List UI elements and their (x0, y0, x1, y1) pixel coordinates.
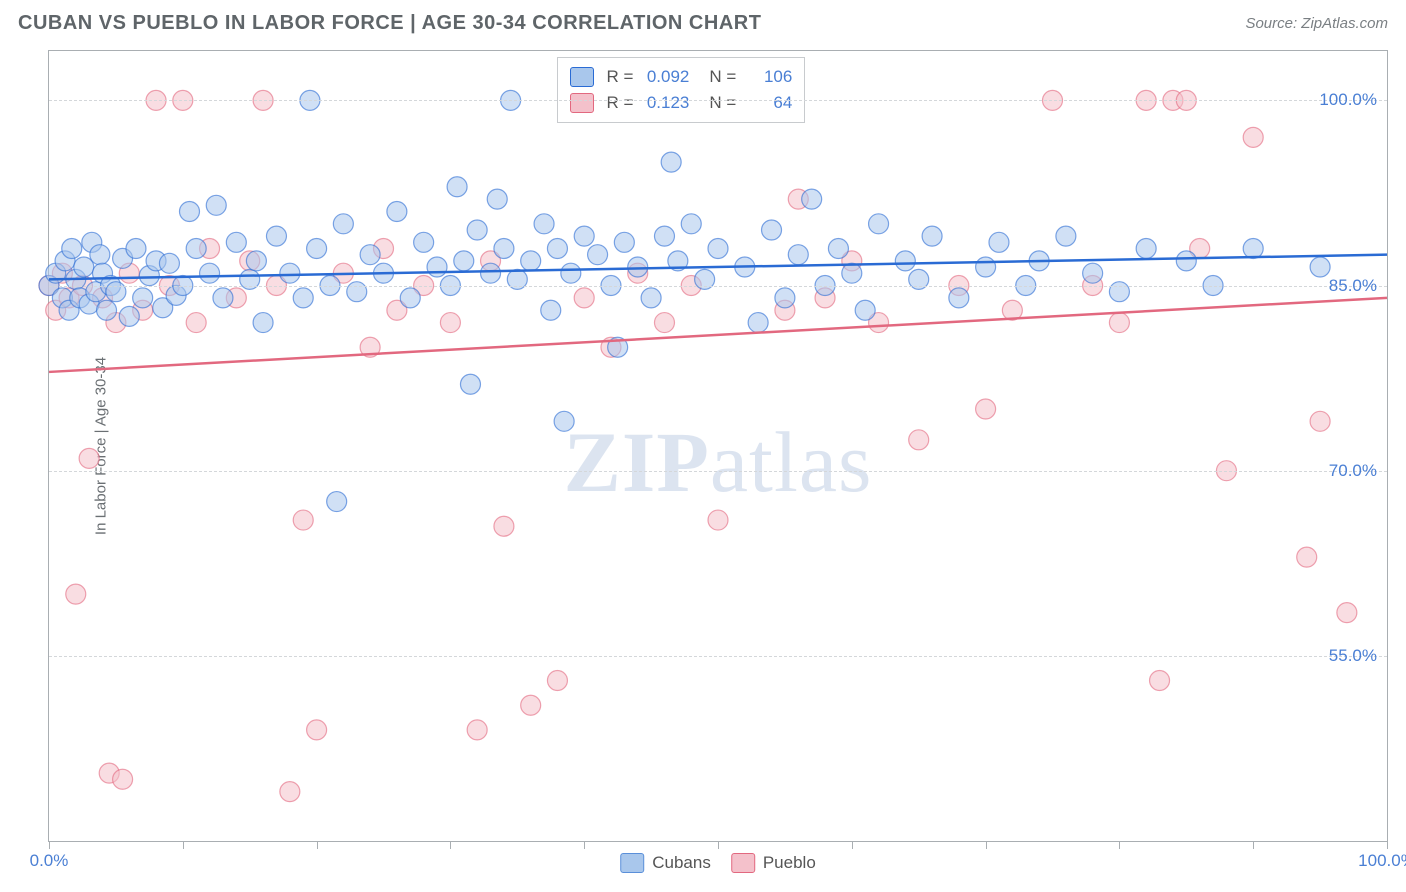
y-tick-label: 55.0% (1329, 646, 1377, 666)
legend-item: Pueblo (731, 853, 816, 873)
y-tick-label: 85.0% (1329, 276, 1377, 296)
chart-area: ZIPatlas R =0.092N =106R =0.123N =64 Cub… (48, 50, 1388, 842)
stats-legend: R =0.092N =106R =0.123N =64 (557, 57, 805, 123)
legend-stat-row: R =0.092N =106 (570, 64, 792, 90)
y-tick-label: 70.0% (1329, 461, 1377, 481)
legend-item: Cubans (620, 853, 711, 873)
legend-stat-row: R =0.123N =64 (570, 90, 792, 116)
source-label: Source: ZipAtlas.com (1245, 15, 1388, 32)
x-tick-label: 100.0% (1358, 851, 1406, 871)
series-legend: Cubans Pueblo (620, 853, 816, 873)
page-title: CUBAN VS PUEBLO IN LABOR FORCE | AGE 30-… (18, 12, 761, 35)
y-tick-label: 100.0% (1319, 90, 1377, 110)
scatter-plot (49, 51, 1387, 841)
x-tick-label: 0.0% (30, 851, 69, 871)
